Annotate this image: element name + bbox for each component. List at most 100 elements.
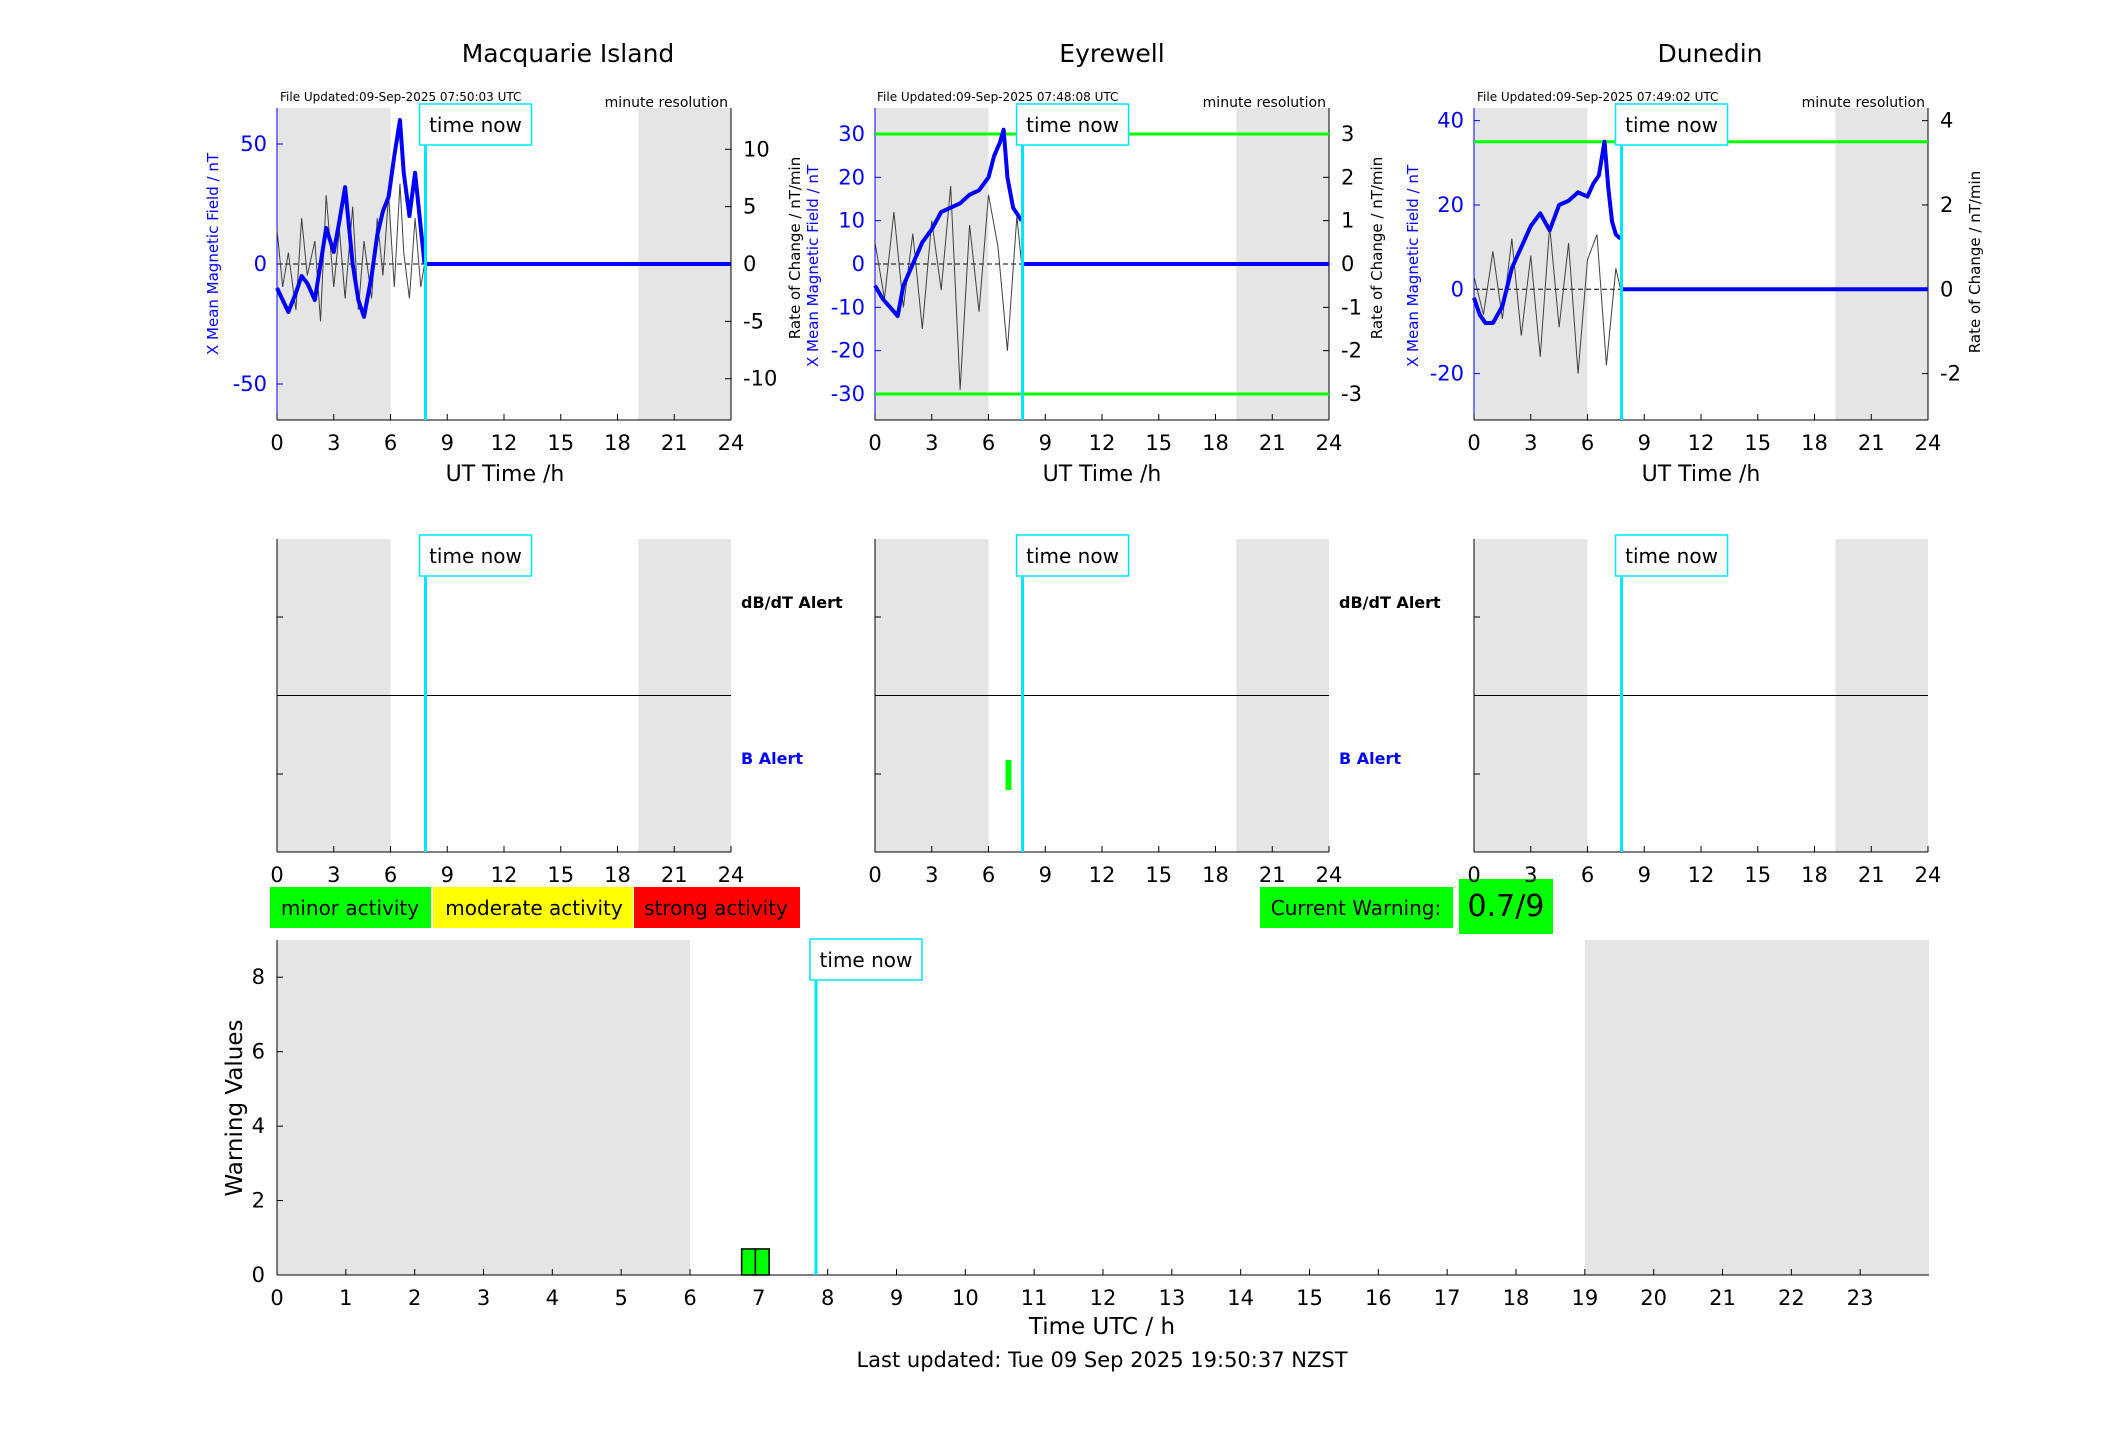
x-tick-label: 24	[718, 863, 745, 887]
file-updated-text: File Updated:09-Sep-2025 07:49:02 UTC	[1477, 90, 1718, 104]
warning-ylabel: Warning Values	[222, 1019, 248, 1196]
alert-panel-1: 0 3 6 9 12 15 18 21 24 time now	[868, 534, 1342, 887]
right-tick-label: -10	[743, 367, 777, 391]
resolution-text: minute resolution	[1203, 95, 1326, 111]
x-tick-label: 21	[1259, 863, 1286, 887]
legend-minor-swatch	[270, 887, 431, 928]
x-tick-label: 19	[1571, 1286, 1598, 1310]
x-tick-label: 1	[339, 1286, 352, 1310]
y-tick-label: 2	[252, 1189, 265, 1213]
right-tick-label: 10	[743, 137, 770, 161]
right-tick-label: 4	[1940, 109, 1953, 133]
b-alert-label: B Alert	[741, 749, 803, 768]
left-tick-label: 20	[1437, 193, 1464, 217]
x-tick-label: 6	[683, 1286, 696, 1310]
alert-panel-0: 0 3 6 9 12 15 18 21 24 time now	[270, 534, 745, 887]
time-now-label: time now	[820, 948, 913, 972]
x-tick-label: 7	[752, 1286, 765, 1310]
night-shading	[1474, 108, 1588, 420]
x-tick-label: 0	[270, 431, 283, 455]
x-tick-label: 5	[614, 1286, 627, 1310]
left-tick-label: 0	[852, 252, 865, 276]
warning-xlabel: Time UTC / h	[1028, 1314, 1175, 1340]
x-tick-label: 6	[982, 863, 995, 887]
x-tick-label: 18	[604, 431, 631, 455]
time-now-label: time now	[1026, 113, 1119, 137]
right-tick-label: 0	[743, 252, 756, 276]
b-field-line	[275, 118, 427, 319]
time-now-label: time now	[1625, 113, 1718, 137]
b-alert-label: B Alert	[1339, 749, 1401, 768]
current-warning-label-box	[1260, 887, 1453, 928]
b-alert-marker	[1005, 760, 1012, 790]
right-tick-label: 5	[743, 195, 756, 219]
station-panel-dunedin: Dunedin File Updated:09-Sep-2025 07:49:0…	[1404, 39, 1984, 367]
station-panel-macquarie: Macquarie Island File Updated:09-Sep-202…	[204, 39, 728, 355]
current-warning-value-box	[1459, 879, 1553, 934]
x-tick-label: 8	[821, 1286, 834, 1310]
x-tick-label: 0	[270, 863, 283, 887]
x-tick-label: 20	[1640, 1286, 1667, 1310]
alert-labels: dB/dT Alert B Alert dB/dT Alert B Alert	[741, 593, 1441, 768]
x-tick-label: 24	[1915, 431, 1942, 455]
x-tick-label: 3	[1524, 431, 1537, 455]
rate-of-change-line	[276, 183, 426, 322]
x-tick-label: 18	[1202, 863, 1229, 887]
x-tick-label: 2	[408, 1286, 421, 1310]
x-tick-label: 6	[1581, 863, 1594, 887]
left-tick-label: -20	[831, 339, 865, 363]
x-tick-label: 15	[1744, 863, 1771, 887]
x-tick-label: 3	[477, 1286, 490, 1310]
left-tick-label: 30	[838, 122, 865, 146]
x-tick-label: 12	[1089, 431, 1116, 455]
x-tick-label: 11	[1021, 1286, 1048, 1310]
warning-bar	[740, 1248, 757, 1276]
left-tick-label: -20	[1430, 362, 1464, 386]
x-tick-label: 21	[1858, 431, 1885, 455]
x-tick-label: 4	[546, 1286, 559, 1310]
b-field-line	[1472, 139, 1622, 326]
left-tick-label: 10	[838, 209, 865, 233]
y-tick-label: 0	[252, 1263, 265, 1287]
x-tick-label: 21	[661, 431, 688, 455]
left-tick-label: 40	[1437, 109, 1464, 133]
legend-strong-label: strong activity	[644, 896, 788, 920]
left-axis-label: X Mean Magnetic Field / nT	[1404, 164, 1422, 367]
file-updated-text: File Updated:09-Sep-2025 07:50:03 UTC	[280, 90, 521, 104]
x-tick-label: 12	[1090, 1286, 1117, 1310]
left-tick-label: 20	[838, 165, 865, 189]
x-tick-label: 9	[890, 1286, 903, 1310]
night-shading	[1835, 108, 1928, 420]
x-tick-label: 9	[1638, 431, 1651, 455]
x-tick-label: 3	[1524, 863, 1537, 887]
time-now-box	[418, 534, 533, 577]
current-warning-value: 0.7/9	[1468, 889, 1545, 924]
x-tick-label: 18	[604, 863, 631, 887]
right-tick-label: -2	[1341, 339, 1362, 363]
x-tick-label: 18	[1202, 431, 1229, 455]
warning-chart: 0 1 2 3 4 5 6 7 8 9 10 11 12 13 14 15 16 17 18 19 20 21 22 2302…	[252, 938, 1929, 1310]
x-tick-label: 6	[982, 431, 995, 455]
current-warning-label: Current Warning:	[1271, 896, 1441, 920]
right-axis-label: Rate of Change / nT/min	[1966, 171, 1984, 353]
x-axis-label: UT Time /h	[1043, 462, 1162, 487]
b-field-line	[873, 127, 1024, 318]
x-tick-label: 0	[270, 1286, 283, 1310]
y-tick-label: 6	[252, 1040, 265, 1064]
x-tick-label: 12	[1688, 431, 1715, 455]
station-title: Macquarie Island	[462, 39, 675, 68]
night-shading	[277, 940, 690, 1275]
x-tick-label: 12	[1089, 863, 1116, 887]
resolution-text: minute resolution	[605, 95, 728, 111]
time-now-box	[1614, 534, 1729, 577]
right-tick-label: -3	[1341, 382, 1362, 406]
night-shading	[1584, 940, 1929, 1275]
right-axis-label: Rate of Change / nT/min	[1368, 157, 1386, 339]
x-tick-label: 15	[547, 431, 574, 455]
time-now-box	[1614, 103, 1729, 146]
x-tick-label: 15	[1744, 431, 1771, 455]
